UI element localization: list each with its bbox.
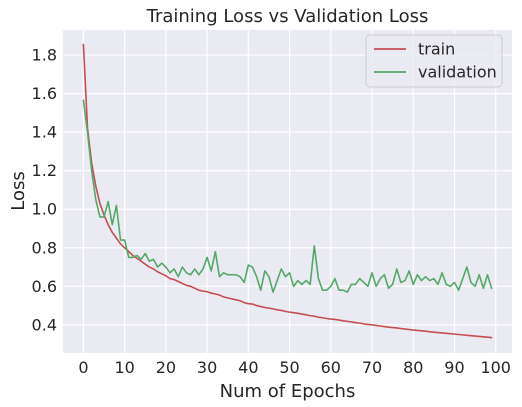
ticks: 0 10 20 30 40 50 60 70 80 90 100 0.4 0.6 0.8 1.0 1.2 1.4… <box>32 46 511 377</box>
x-tick-label: 70 <box>362 358 382 377</box>
y-tick-label: 0.6 <box>32 277 57 296</box>
series-line-train <box>82 43 493 339</box>
legend-label-train: train <box>418 40 455 59</box>
x-tick-label: 100 <box>480 358 511 377</box>
y-tick-label: 1.8 <box>32 46 57 65</box>
y-tick-label: 1.4 <box>32 123 57 142</box>
y-tick-label: 0.8 <box>32 238 57 257</box>
series-line-validation <box>82 99 493 293</box>
y-tick-label: 1.6 <box>32 84 57 103</box>
legend-label-validation: validation <box>418 63 497 82</box>
x-tick-label: 40 <box>238 358 258 377</box>
x-tick-label: 10 <box>114 358 134 377</box>
chart-title: Training Loss vs Validation Loss <box>146 6 429 27</box>
series-layer <box>82 43 493 339</box>
x-tick-label: 80 <box>403 358 423 377</box>
x-tick-label: 50 <box>279 358 299 377</box>
y-tick-label: 0.4 <box>32 315 57 334</box>
x-tick-label: 60 <box>321 358 341 377</box>
x-axis-label: Num of Epochs <box>220 381 356 402</box>
x-tick-label: 0 <box>78 358 88 377</box>
x-tick-label: 90 <box>444 358 464 377</box>
y-axis-label: Loss <box>8 171 29 210</box>
y-tick-label: 1.0 <box>32 200 57 219</box>
x-tick-label: 30 <box>197 358 217 377</box>
y-tick-label: 1.2 <box>32 161 57 180</box>
x-tick-label: 20 <box>156 358 176 377</box>
legend: train validation <box>365 34 503 88</box>
grid <box>63 30 512 353</box>
legend-box <box>365 34 503 88</box>
